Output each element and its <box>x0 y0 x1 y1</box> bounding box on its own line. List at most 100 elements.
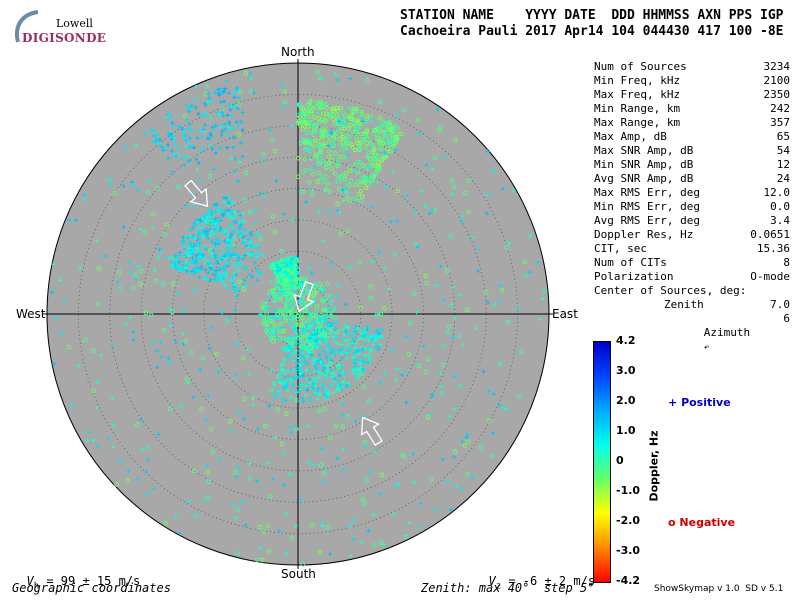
positive-point <box>295 333 300 338</box>
positive-point <box>223 86 228 91</box>
negative-point <box>133 273 139 278</box>
positive-point <box>301 301 306 306</box>
positive-point <box>217 112 222 117</box>
positive-point <box>203 122 208 127</box>
positive-point <box>126 469 131 474</box>
positive-point <box>417 131 422 136</box>
positive-point <box>188 242 193 247</box>
positive-point <box>328 349 333 354</box>
positive-point <box>138 417 143 422</box>
positive-point <box>258 271 263 276</box>
positive-point <box>225 261 230 266</box>
negative-point <box>445 329 451 335</box>
positive-point <box>280 398 285 403</box>
positive-point <box>202 129 207 134</box>
colorbar-tick: -1.0 <box>616 484 641 497</box>
positive-point <box>374 329 379 334</box>
negative-point <box>359 194 365 200</box>
negative-point <box>310 193 315 198</box>
positive-point <box>370 119 375 124</box>
negative-point <box>302 124 308 129</box>
velocity-arrow-icon <box>293 280 315 313</box>
positive-point <box>181 264 186 269</box>
positive-point <box>407 521 412 526</box>
stat-label: Max RMS Err, deg <box>594 186 700 199</box>
negative-point <box>317 408 322 414</box>
negative-point <box>309 295 314 300</box>
negative-point <box>138 268 144 274</box>
positive-point <box>219 132 224 137</box>
positive-point <box>303 331 308 336</box>
positive-point <box>388 219 393 224</box>
positive-point <box>341 198 346 203</box>
positive-point <box>298 189 303 194</box>
positive-point <box>285 337 290 342</box>
positive-point <box>219 123 224 128</box>
negative-point <box>241 198 247 203</box>
positive-point <box>210 125 215 130</box>
positive-point <box>224 78 229 83</box>
negative-point <box>270 214 276 219</box>
positive-point <box>195 167 200 172</box>
positive-point <box>196 230 201 235</box>
positive-point <box>216 87 221 92</box>
positive-point <box>339 342 344 347</box>
positive-point <box>330 144 335 149</box>
negative-point <box>91 388 96 393</box>
negative-point <box>292 268 297 273</box>
negative-point <box>320 111 326 116</box>
negative-point <box>466 178 471 183</box>
stat-row: Polarization O-mode <box>594 270 790 284</box>
negative-point <box>497 361 503 367</box>
positive-point <box>367 352 372 357</box>
positive-point <box>240 128 245 133</box>
stat-value: 0.0651 <box>750 228 790 241</box>
negative-point <box>400 452 405 458</box>
negative-point <box>282 100 288 105</box>
azimuth-arrow-icon: ↶ <box>703 343 710 353</box>
positive-point <box>140 446 145 451</box>
positive-point <box>311 330 316 335</box>
stat-row: Min RMS Err, deg 0.0 <box>594 200 790 214</box>
positive-point <box>188 106 193 111</box>
positive-point <box>441 344 446 349</box>
positive-point <box>226 194 231 199</box>
negative-point <box>338 174 343 179</box>
positive-point <box>476 269 481 274</box>
positive-point <box>315 331 320 336</box>
positive-point <box>325 322 330 327</box>
positive-point <box>306 341 311 346</box>
positive-point <box>329 260 334 265</box>
positive-point <box>128 315 133 320</box>
colorbar-tick: -4.2 <box>616 574 641 587</box>
negative-point <box>333 151 338 156</box>
negative-point <box>375 135 380 141</box>
positive-point <box>340 336 345 341</box>
positive-point <box>210 147 215 152</box>
negative-point <box>258 237 263 242</box>
positive-point <box>196 225 201 230</box>
positive-point <box>284 551 289 556</box>
positive-point <box>234 252 239 257</box>
positive-point <box>293 338 298 343</box>
negative-point <box>319 116 324 122</box>
positive-point <box>239 231 244 236</box>
negative-point <box>317 152 323 158</box>
positive-point <box>335 362 340 367</box>
positive-point <box>220 208 225 213</box>
positive-point <box>340 402 345 407</box>
positive-point <box>474 326 479 331</box>
positive-point <box>331 371 336 375</box>
positive-point <box>291 315 296 320</box>
positive-point <box>263 194 268 199</box>
positive-point <box>327 345 332 350</box>
positive-point <box>485 300 490 305</box>
positive-point <box>277 379 282 384</box>
stat-row: Max Freq, kHz 2350 <box>594 88 790 102</box>
negative-point <box>490 453 495 459</box>
positive-point <box>204 219 209 224</box>
positive-point <box>157 137 162 142</box>
positive-point <box>315 110 320 115</box>
positive-point <box>217 145 222 150</box>
negative-point <box>279 441 285 447</box>
